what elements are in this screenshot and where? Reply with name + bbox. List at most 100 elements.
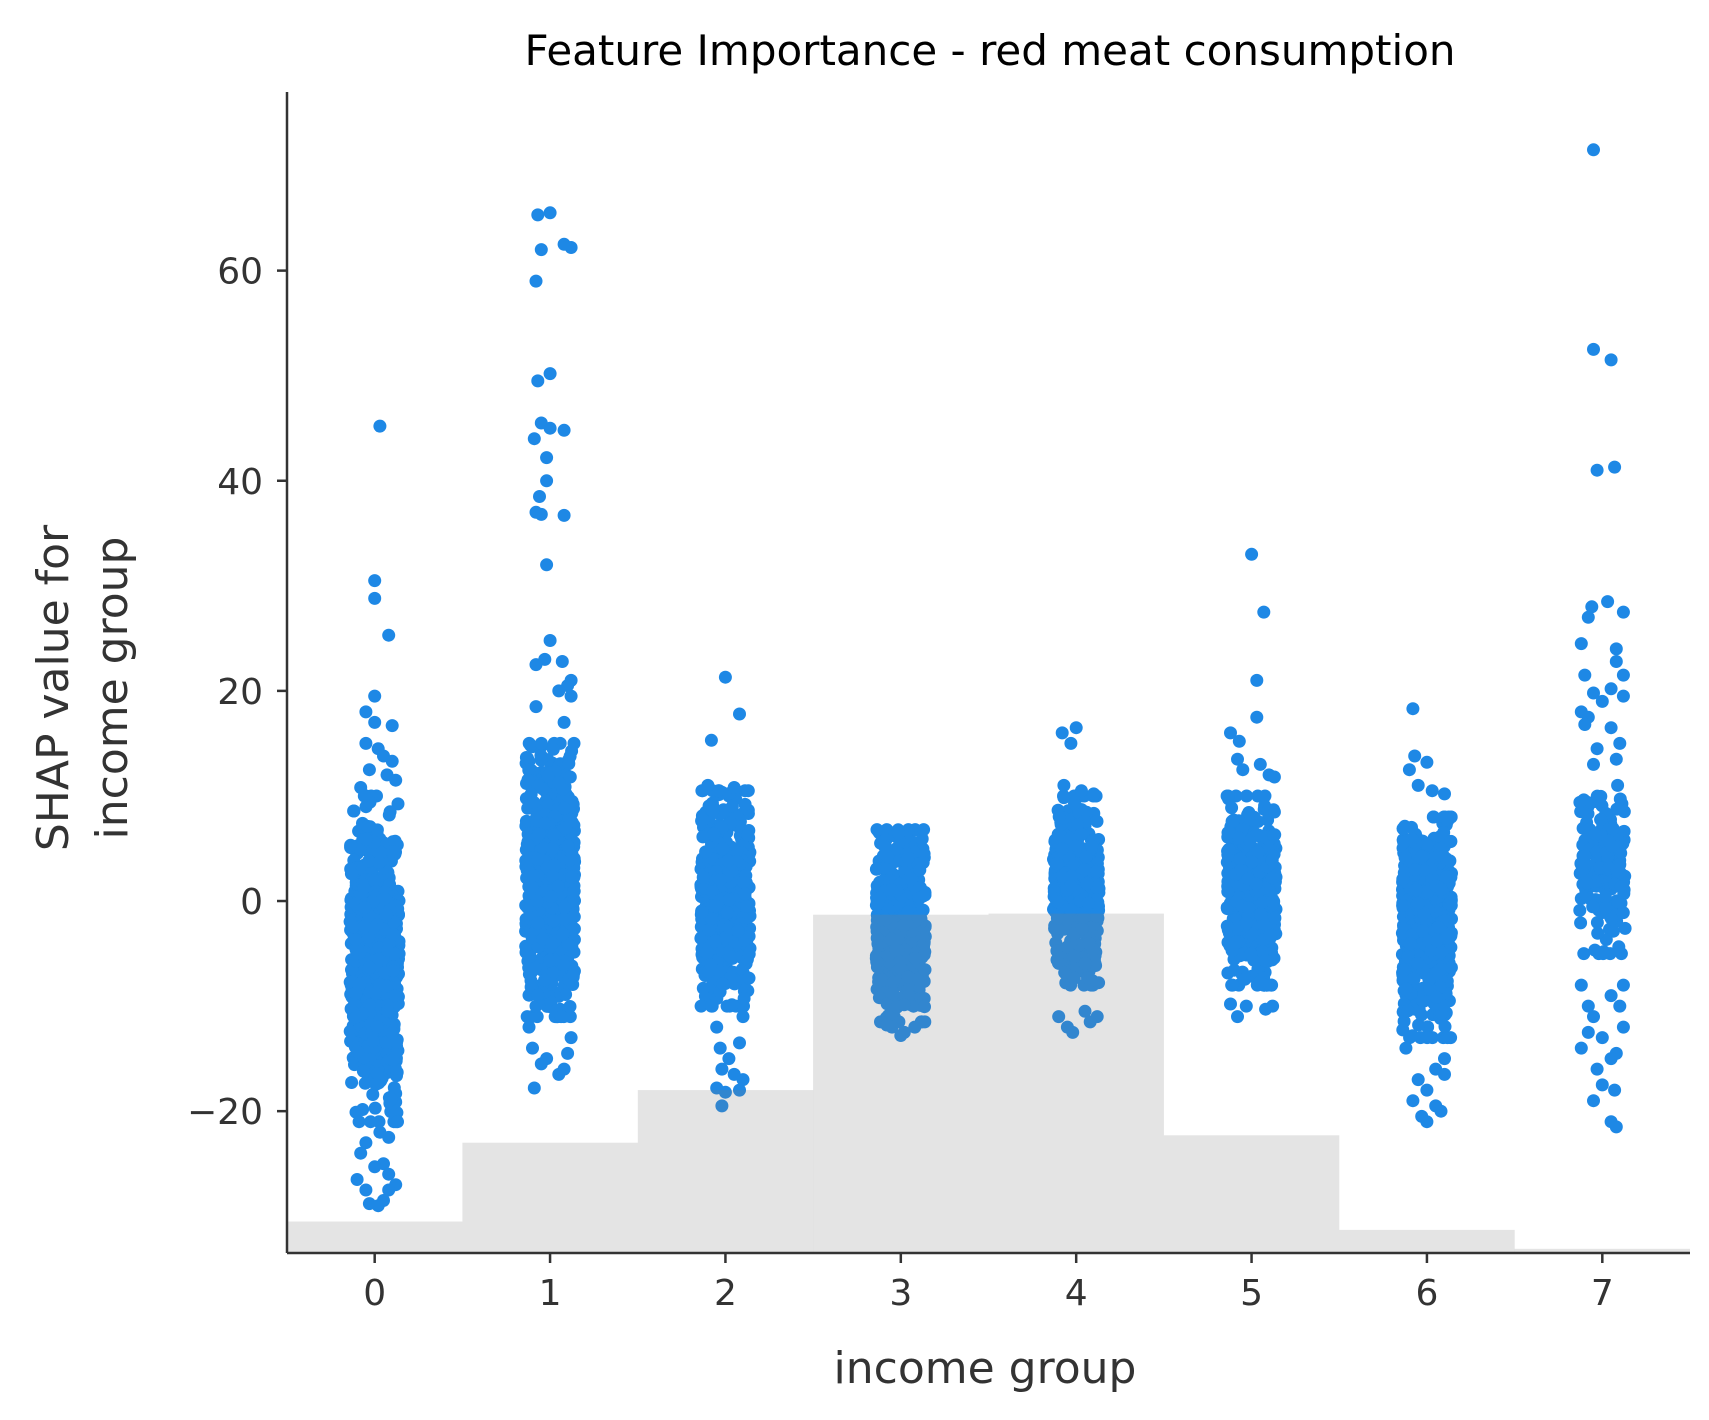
data-point-outlier bbox=[354, 781, 368, 794]
data-point bbox=[357, 881, 371, 895]
data-point-outlier bbox=[1609, 752, 1623, 766]
data-point-outlier bbox=[1259, 1002, 1273, 1016]
data-point-outlier bbox=[1613, 999, 1627, 1013]
data-point-outlier bbox=[1590, 742, 1604, 756]
data-point bbox=[1605, 912, 1619, 926]
data-point bbox=[545, 842, 559, 856]
data-point bbox=[695, 905, 709, 919]
data-point-outlier bbox=[1587, 1094, 1600, 1108]
data-point-outlier bbox=[1420, 755, 1434, 769]
data-point-outlier bbox=[1239, 999, 1253, 1013]
data-point-outlier bbox=[1616, 605, 1630, 619]
data-point bbox=[1573, 903, 1587, 917]
data-point bbox=[1396, 872, 1410, 886]
data-point bbox=[1399, 982, 1413, 996]
data-point-outlier bbox=[359, 1136, 373, 1150]
data-point-outlier bbox=[1408, 749, 1422, 763]
data-point-outlier bbox=[1608, 1083, 1622, 1097]
data-point-outlier bbox=[1604, 353, 1618, 367]
x-tick-label: 0 bbox=[363, 1273, 386, 1314]
data-point bbox=[738, 797, 752, 811]
data-point bbox=[1055, 842, 1069, 856]
data-point bbox=[349, 933, 362, 947]
data-point bbox=[1081, 896, 1095, 910]
data-point-outlier bbox=[733, 1036, 746, 1050]
data-point-outlier bbox=[377, 1157, 390, 1171]
histogram-bar bbox=[988, 913, 1164, 1253]
data-point bbox=[543, 954, 557, 968]
data-point bbox=[702, 923, 716, 937]
data-point bbox=[544, 890, 558, 904]
data-point bbox=[1411, 956, 1424, 970]
data-point bbox=[1416, 924, 1430, 938]
data-point bbox=[548, 858, 561, 872]
data-point bbox=[566, 968, 580, 982]
y-tick-label: 0 bbox=[240, 882, 263, 923]
data-point bbox=[1222, 842, 1236, 856]
data-point bbox=[1258, 789, 1272, 803]
data-point bbox=[1414, 1031, 1427, 1045]
scatter-points bbox=[343, 143, 1632, 1213]
data-point bbox=[1090, 814, 1104, 828]
data-point-outlier bbox=[531, 208, 545, 222]
data-point bbox=[1611, 778, 1625, 792]
data-point-outlier bbox=[522, 1020, 536, 1034]
data-point bbox=[1074, 827, 1088, 841]
data-point-outlier bbox=[1587, 342, 1600, 356]
data-point bbox=[535, 841, 549, 854]
histogram-bar bbox=[1339, 1229, 1515, 1253]
data-point bbox=[345, 1076, 359, 1089]
data-point-outlier bbox=[1595, 1031, 1609, 1045]
data-point bbox=[1606, 924, 1620, 938]
data-point bbox=[1068, 797, 1081, 810]
data-point bbox=[716, 977, 730, 991]
data-point-outlier bbox=[368, 715, 382, 729]
data-point-outlier bbox=[555, 655, 569, 668]
data-point-outlier bbox=[1245, 547, 1259, 561]
data-point bbox=[741, 828, 755, 842]
data-point-outlier bbox=[1064, 736, 1078, 750]
data-point-outlier bbox=[1595, 1078, 1609, 1092]
data-point bbox=[1444, 898, 1458, 912]
data-point bbox=[1614, 880, 1628, 894]
data-point bbox=[707, 827, 721, 841]
data-point bbox=[362, 854, 376, 868]
data-point bbox=[1238, 972, 1252, 986]
data-point bbox=[1408, 863, 1422, 877]
data-point bbox=[1440, 931, 1454, 945]
data-point bbox=[1586, 900, 1600, 914]
data-point bbox=[738, 887, 752, 901]
data-point bbox=[917, 823, 931, 837]
data-point-outlier bbox=[1069, 721, 1083, 735]
data-point-outlier bbox=[736, 1010, 750, 1024]
data-point-outlier bbox=[1574, 637, 1588, 651]
data-point bbox=[534, 736, 548, 750]
data-point bbox=[370, 1020, 384, 1034]
data-point bbox=[705, 912, 719, 926]
data-point bbox=[1267, 828, 1281, 842]
data-point bbox=[349, 986, 363, 1000]
data-point bbox=[725, 799, 739, 813]
x-tick-label: 6 bbox=[1415, 1273, 1438, 1314]
data-point bbox=[547, 828, 561, 842]
data-point bbox=[351, 1045, 365, 1059]
data-point bbox=[712, 784, 725, 798]
data-point bbox=[901, 851, 915, 865]
data-point bbox=[1226, 814, 1240, 828]
data-point bbox=[358, 901, 372, 914]
data-point bbox=[370, 1067, 384, 1080]
data-point bbox=[567, 922, 581, 936]
data-point-outlier bbox=[1616, 978, 1630, 992]
data-point bbox=[538, 973, 552, 987]
histogram-bar bbox=[637, 1090, 814, 1253]
data-point bbox=[731, 924, 745, 938]
data-point-outlier bbox=[1250, 710, 1264, 724]
data-point bbox=[736, 875, 750, 889]
data-point-outlier bbox=[1581, 610, 1595, 624]
data-point bbox=[1422, 973, 1436, 987]
data-point-outlier bbox=[368, 689, 382, 703]
data-point bbox=[545, 937, 559, 950]
data-point-outlier bbox=[1581, 1025, 1595, 1039]
data-point bbox=[1594, 813, 1608, 827]
